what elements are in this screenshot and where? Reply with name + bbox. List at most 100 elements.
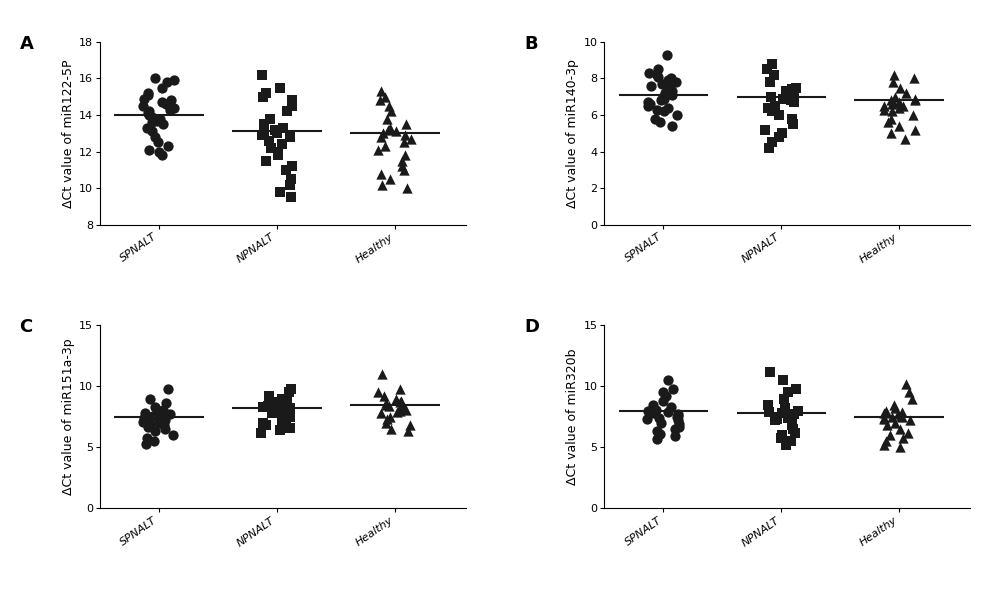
Point: [660, 376, 676, 385]
Point: [392, 384, 408, 393]
Point: [786, 410, 802, 419]
Point: [392, 406, 408, 416]
Point: [759, 65, 775, 74]
Point: [643, 81, 659, 90]
Point: [651, 413, 667, 423]
Point: [382, 412, 398, 422]
Point: [884, 106, 900, 116]
Point: [907, 125, 923, 135]
Point: [282, 405, 298, 414]
Point: [764, 59, 780, 69]
Point: [145, 411, 161, 420]
Point: [139, 123, 155, 133]
Point: [785, 120, 801, 129]
Point: [885, 97, 901, 107]
Point: [278, 413, 294, 423]
Point: [655, 92, 671, 102]
Point: [395, 402, 411, 412]
Point: [399, 184, 415, 193]
Point: [158, 99, 174, 109]
Point: [258, 156, 274, 166]
Point: [769, 414, 785, 424]
Point: [669, 412, 685, 422]
Point: [379, 414, 395, 424]
Point: [393, 396, 409, 406]
Point: [662, 83, 678, 92]
Point: [149, 116, 165, 126]
Point: [887, 92, 903, 102]
Point: [645, 408, 661, 418]
Point: [382, 123, 398, 133]
Point: [254, 70, 270, 80]
Point: [377, 92, 393, 102]
Point: [771, 132, 787, 142]
Point: [388, 127, 404, 136]
Point: [894, 412, 910, 422]
Point: [270, 400, 286, 410]
Point: [774, 129, 790, 138]
Point: [140, 90, 156, 100]
Point: [267, 125, 283, 135]
Point: [784, 420, 800, 430]
Point: [141, 145, 157, 154]
Point: [767, 416, 783, 425]
Point: [137, 408, 153, 418]
Point: [398, 120, 414, 129]
Point: [144, 118, 160, 127]
Point: [774, 431, 790, 440]
Point: [154, 151, 170, 160]
Point: [645, 400, 661, 410]
Point: [283, 384, 299, 393]
Point: [639, 414, 655, 424]
Point: [905, 110, 921, 120]
Y-axis label: ΔCt value of miR320b: ΔCt value of miR320b: [566, 349, 579, 485]
Point: [884, 99, 900, 109]
Point: [649, 70, 665, 80]
Point: [279, 396, 295, 406]
Point: [256, 120, 272, 129]
Point: [400, 427, 416, 437]
Point: [159, 77, 175, 87]
Point: [255, 402, 271, 412]
Point: [378, 418, 394, 428]
Point: [901, 388, 917, 397]
Point: [763, 92, 779, 102]
Point: [151, 147, 167, 157]
Point: [377, 141, 393, 151]
Y-axis label: ΔCt value of miR122-5P: ΔCt value of miR122-5P: [62, 59, 75, 208]
Point: [781, 411, 797, 420]
Point: [892, 83, 908, 92]
Point: [389, 407, 405, 417]
Point: [282, 132, 298, 142]
Point: [383, 424, 399, 434]
Point: [670, 410, 686, 419]
Point: [668, 77, 684, 87]
Point: [157, 416, 173, 425]
Point: [263, 143, 279, 152]
Point: [373, 87, 389, 96]
Point: [884, 412, 900, 422]
Point: [284, 96, 300, 105]
Point: [135, 417, 151, 426]
Point: [141, 106, 157, 116]
Point: [760, 103, 776, 112]
Point: [762, 367, 778, 377]
Point: [876, 414, 892, 424]
Point: [255, 92, 271, 102]
Point: [140, 89, 156, 98]
Point: [649, 105, 665, 114]
Point: [139, 433, 155, 443]
Point: [284, 161, 300, 171]
Point: [158, 399, 174, 408]
Point: [652, 118, 668, 127]
Point: [373, 132, 389, 142]
Point: [906, 74, 922, 83]
Point: [640, 97, 656, 107]
Point: [653, 418, 669, 428]
Point: [660, 75, 676, 85]
Point: [396, 138, 412, 147]
Point: [780, 388, 796, 397]
Point: [370, 145, 386, 154]
Point: [640, 101, 656, 111]
Point: [762, 77, 778, 87]
